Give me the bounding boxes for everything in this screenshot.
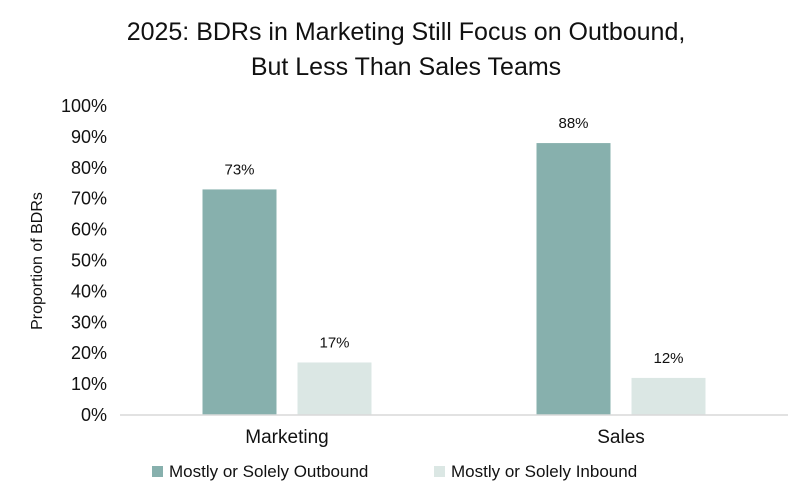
legend: Mostly or Solely Outbound Mostly or Solel… <box>152 462 637 481</box>
y-tick-label: 40% <box>71 281 107 301</box>
y-tick-label: 0% <box>81 405 107 425</box>
x-axis-categories: Marketing Sales <box>245 427 644 448</box>
data-label-marketing-outbound: 73% <box>224 161 254 178</box>
legend-label-inbound: Mostly or Solely Inbound <box>451 462 637 481</box>
x-category-label: Sales <box>597 427 645 448</box>
y-tick-label: 50% <box>71 251 107 271</box>
y-tick-label: 20% <box>71 343 107 363</box>
bar-marketing-inbound <box>297 362 372 415</box>
y-axis-ticks: 0% 10% 20% 30% 40% 50% 60% 70% 80% 90% 100% <box>61 96 107 425</box>
chart-title-line-2: But Less Than Sales Teams <box>251 53 561 81</box>
bars-group <box>202 143 706 415</box>
data-label-sales-outbound: 88% <box>558 115 588 132</box>
y-tick-label: 100% <box>61 96 107 116</box>
y-tick-label: 60% <box>71 220 107 240</box>
x-category-label: Marketing <box>245 427 328 448</box>
bar-sales-inbound <box>631 377 706 415</box>
legend-label-outbound: Mostly or Solely Outbound <box>169 462 368 481</box>
data-label-sales-inbound: 12% <box>653 350 683 367</box>
y-tick-label: 90% <box>71 127 107 147</box>
bar-sales-outbound <box>536 143 611 415</box>
y-tick-label: 70% <box>71 189 107 209</box>
y-axis-title: Proportion of BDRs <box>29 192 46 330</box>
y-tick-label: 10% <box>71 374 107 394</box>
chart-title-line-1: 2025: BDRs in Marketing Still Focus on O… <box>127 18 686 46</box>
data-label-marketing-inbound: 17% <box>319 334 349 351</box>
chart-title: 2025: BDRs in Marketing Still Focus on O… <box>127 18 686 81</box>
bar-marketing-outbound <box>202 189 277 415</box>
y-tick-label: 30% <box>71 312 107 332</box>
legend-swatch-inbound <box>434 466 445 477</box>
y-tick-label: 80% <box>71 158 107 178</box>
legend-swatch-outbound <box>152 466 163 477</box>
data-labels-group: 73% 17% 88% 12% <box>224 115 683 367</box>
